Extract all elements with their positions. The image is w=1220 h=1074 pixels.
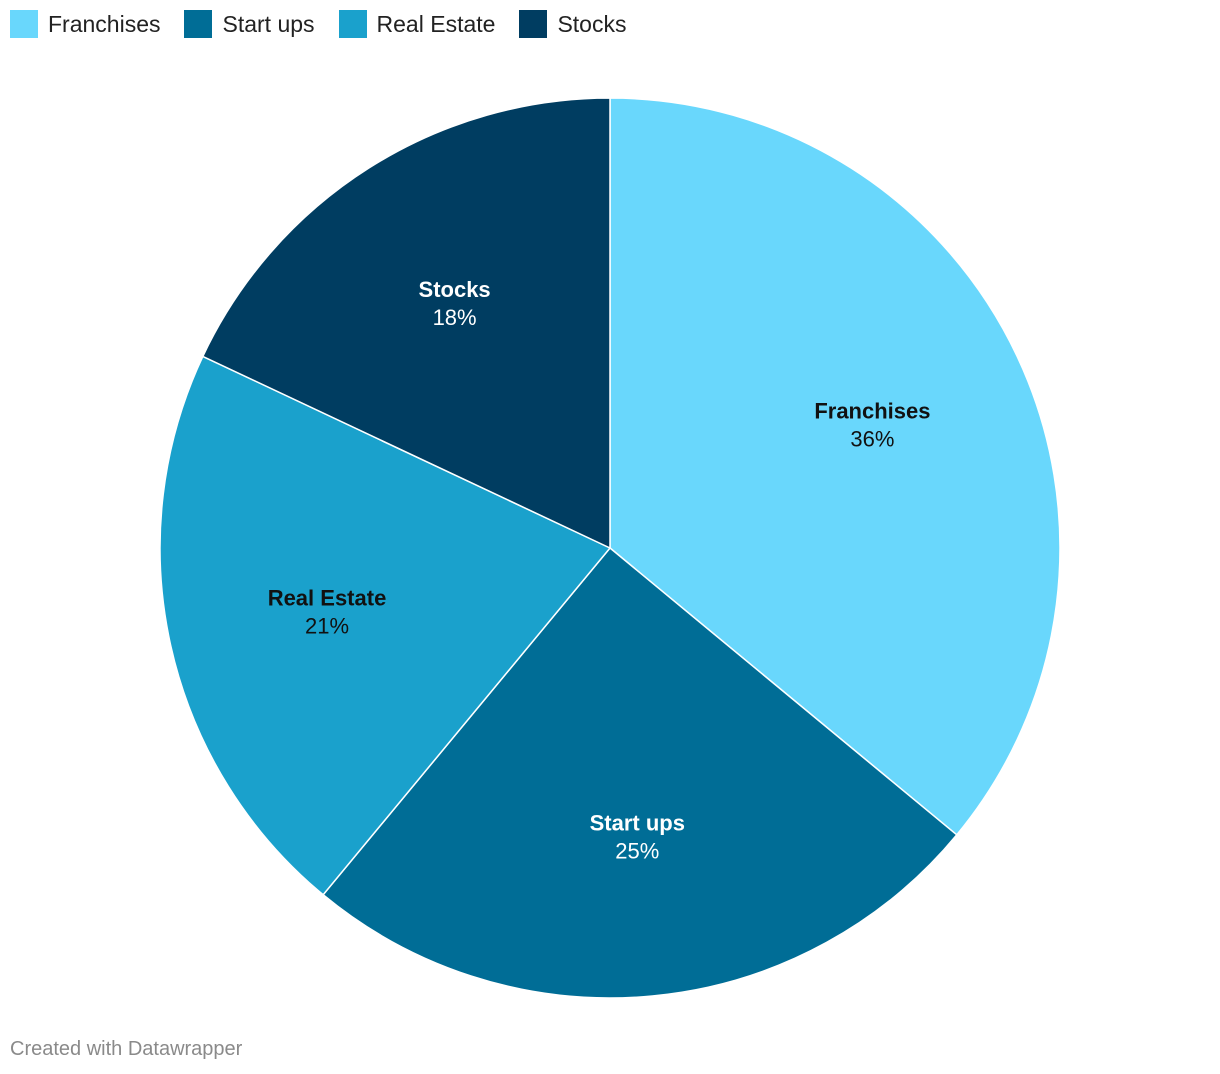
pie-slice-real-estate — [159, 355, 612, 896]
slice-label-stocks: Stocks — [419, 277, 491, 302]
legend-item-start-ups: Start ups — [184, 10, 315, 38]
slice-label-franchises: Franchises — [814, 399, 930, 424]
pie-labels: Franchises 36% Start ups 25% Real Estate 21% S… — [268, 277, 931, 864]
legend-swatch-real-estate — [338, 10, 367, 38]
pie-slice-start-ups — [322, 546, 958, 999]
slice-label-real-estate: Real Estate — [268, 585, 387, 610]
legend-item-real-estate: Real Estate — [338, 10, 496, 38]
legend-label-real-estate: Real Estate — [376, 10, 496, 37]
chart-legend: Franchises Start ups Real Estate Stocks — [10, 8, 650, 40]
slice-value-start-ups: 25% — [615, 839, 659, 864]
legend-label-start-ups: Start ups — [222, 10, 315, 37]
pie-slices — [159, 97, 1061, 999]
slice-value-franchises: 36% — [850, 427, 894, 452]
legend-swatch-start-ups — [184, 10, 213, 38]
legend-item-franchises: Franchises — [10, 10, 160, 38]
legend-swatch-stocks — [519, 10, 548, 38]
slice-value-stocks: 18% — [433, 305, 477, 330]
legend-item-stocks: Stocks — [519, 10, 626, 38]
slice-label-start-ups: Start ups — [590, 811, 685, 836]
slice-value-real-estate: 21% — [305, 613, 349, 638]
pie-slice-franchises — [609, 97, 1061, 836]
legend-label-franchises: Franchises — [48, 10, 161, 37]
pie-slice-stocks — [201, 97, 611, 550]
legend-swatch-franchises — [10, 10, 38, 38]
legend-label-stocks: Stocks — [557, 10, 627, 37]
footer-credit: Created with Datawrapper — [10, 1038, 243, 1060]
